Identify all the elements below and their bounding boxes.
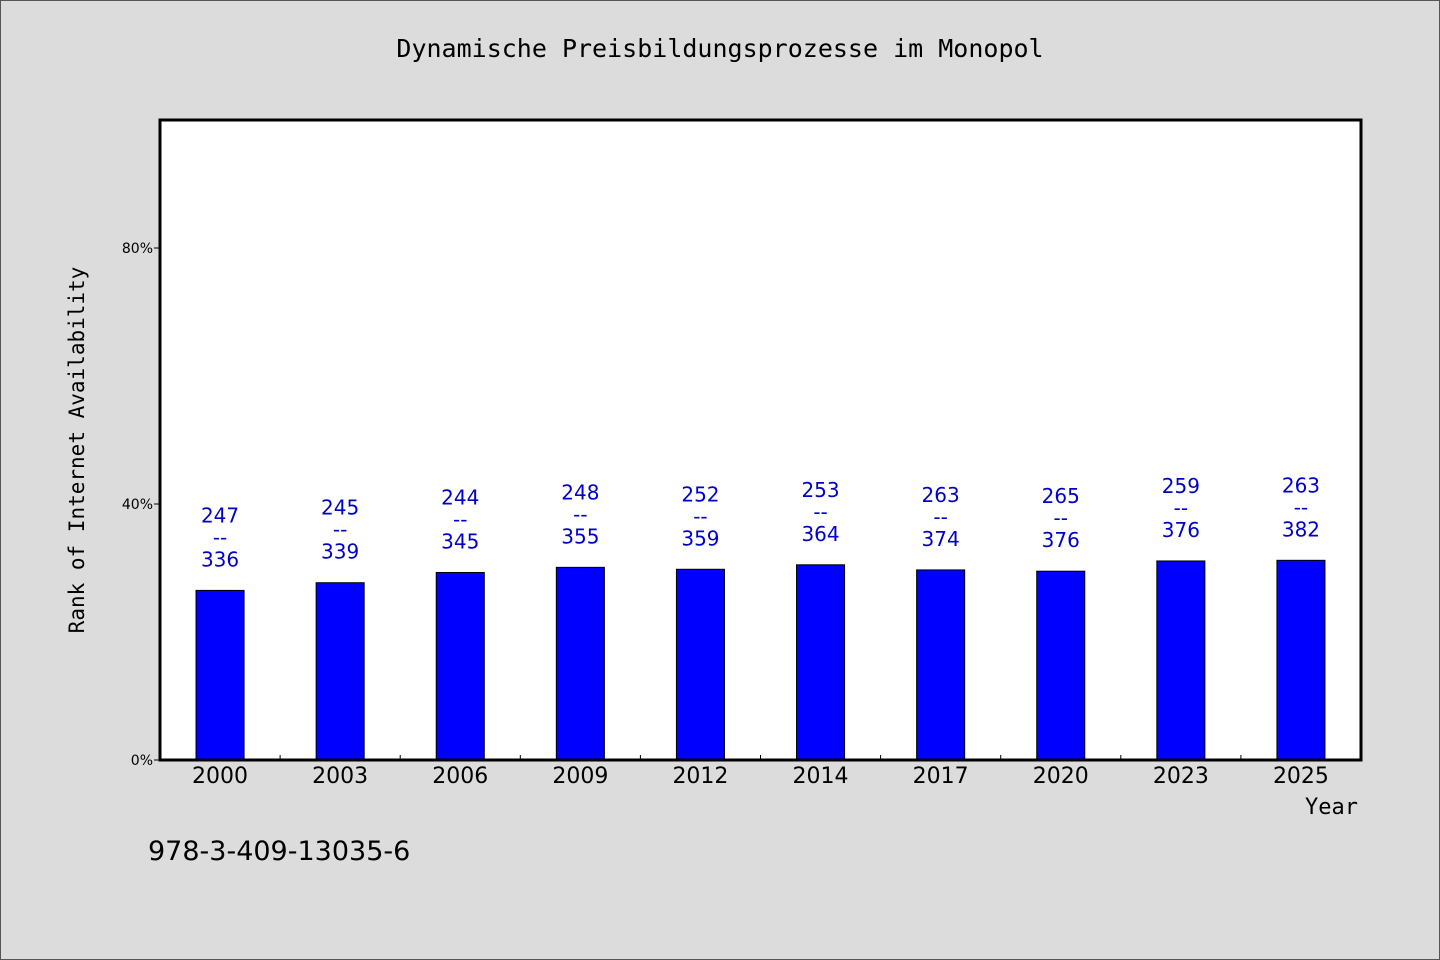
x-tick-label: 2014 — [793, 764, 849, 789]
bar-2003 — [315, 582, 365, 761]
data-label-separator: -- — [213, 525, 227, 549]
bar-2023 — [1156, 560, 1206, 761]
data-label-separator: -- — [1174, 496, 1188, 520]
data-label-rank: 265 — [1042, 484, 1080, 508]
data-label-separator: -- — [1054, 506, 1068, 530]
x-axis-label: Year — [1305, 795, 1358, 820]
bar-2000 — [195, 589, 245, 761]
bar-2017 — [916, 569, 966, 761]
data-label-separator: -- — [453, 507, 467, 531]
data-label-total: 376 — [1042, 528, 1080, 552]
isbn-footnote: 978-3-409-13035-6 — [148, 836, 411, 867]
data-label-total: 376 — [1162, 518, 1200, 542]
data-label-separator: -- — [813, 500, 827, 524]
data-label-separator: -- — [573, 502, 587, 526]
data-label-total: 339 — [321, 540, 359, 564]
bar-2014 — [796, 564, 846, 761]
x-tick-label: 2017 — [913, 764, 969, 789]
data-label-rank: 245 — [321, 496, 359, 520]
data-label-separator: -- — [933, 505, 947, 529]
data-label-total: 359 — [681, 526, 719, 550]
y-tick-label: 0% — [131, 753, 153, 769]
data-label-separator: -- — [1294, 495, 1308, 519]
data-label-total: 336 — [201, 547, 239, 571]
x-tick-label: 2025 — [1273, 764, 1329, 789]
data-label-rank: 253 — [801, 478, 839, 502]
x-tick-label: 2000 — [192, 764, 248, 789]
bar-2012 — [675, 568, 725, 761]
data-label-total: 374 — [922, 527, 960, 551]
data-label-total: 345 — [441, 529, 479, 553]
data-label-total: 355 — [561, 524, 599, 548]
bar-2025 — [1276, 559, 1326, 761]
bar-2020 — [1036, 570, 1086, 761]
data-label-rank: 263 — [1282, 473, 1320, 497]
data-label-rank: 244 — [441, 485, 479, 509]
x-tick-label: 2020 — [1033, 764, 1089, 789]
y-tick-label: 80% — [122, 241, 153, 257]
bar-2006 — [435, 571, 485, 761]
data-label-rank: 259 — [1162, 474, 1200, 498]
x-tick-label: 2012 — [672, 764, 728, 789]
data-label-rank: 252 — [681, 482, 719, 506]
data-label-rank: 248 — [561, 480, 599, 504]
data-label-total: 364 — [801, 522, 839, 546]
y-tick-label: 40% — [122, 497, 153, 513]
data-label-separator: -- — [693, 504, 707, 528]
chart-title: Dynamische Preisbildungsprozesse im Mono… — [396, 34, 1044, 63]
x-tick-label: 2003 — [312, 764, 368, 789]
data-label-separator: -- — [333, 518, 347, 542]
data-label-rank: 247 — [201, 503, 239, 527]
x-tick-label: 2009 — [552, 764, 608, 789]
x-tick-label: 2006 — [432, 764, 488, 789]
plot-border — [158, 118, 1363, 762]
data-label-total: 382 — [1282, 517, 1320, 541]
data-label-rank: 263 — [922, 483, 960, 507]
bar-2009 — [555, 566, 605, 761]
x-tick-label: 2023 — [1153, 764, 1209, 789]
